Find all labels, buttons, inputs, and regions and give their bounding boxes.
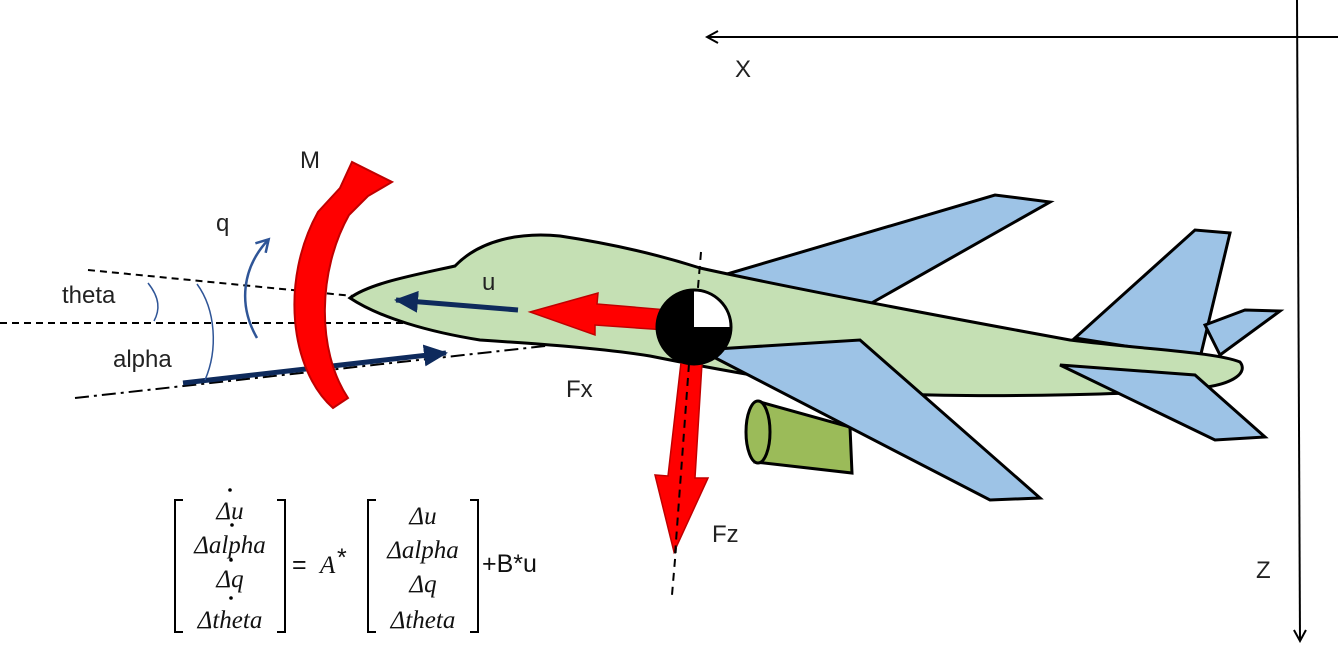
fz-dashed-overlay	[674, 349, 691, 556]
lhs-row-3: Δq	[215, 566, 243, 593]
pitch-rate-label: q	[216, 210, 229, 237]
vertical-tail	[1071, 228, 1232, 360]
alpha-label: alpha	[113, 346, 172, 373]
fuselage	[347, 233, 1244, 398]
pitch-rate-arrow	[244, 240, 268, 339]
x-axis-label: X	[735, 56, 751, 83]
rhs-row-4: Δtheta	[390, 607, 456, 634]
engine-nacelle	[744, 399, 854, 475]
lhs-right-bracket	[277, 499, 286, 633]
state-space-equation: Δu Δalpha Δq Δtheta = A * Δu Δalpha Δq Δ…	[174, 488, 537, 634]
far-stabilizer	[1202, 308, 1285, 358]
fz-force-arrow	[654, 344, 710, 555]
theta-angle-arc	[147, 282, 159, 322]
alpha-angle-arc	[196, 283, 214, 381]
control-term: +B*u	[482, 550, 537, 578]
multiply-star: *	[337, 544, 347, 572]
lhs-row-1: Δu	[215, 498, 243, 525]
rhs-right-bracket	[470, 499, 479, 633]
body-axis-line	[87, 269, 701, 331]
rhs-left-bracket	[367, 499, 376, 633]
z-axis-label: Z	[1256, 557, 1271, 584]
matrix-a: A	[318, 552, 336, 579]
rhs-row-1: Δu	[408, 503, 436, 530]
near-stabilizer	[1059, 363, 1269, 442]
z-axis-line	[1297, 0, 1300, 640]
rhs-row-3: Δq	[408, 571, 436, 598]
dot-marker	[228, 488, 232, 492]
velocity-u-label: u	[482, 269, 495, 296]
fx-label: Fx	[566, 376, 593, 403]
near-wing	[694, 338, 1044, 502]
theta-label: theta	[62, 282, 116, 309]
moment-arrow	[293, 160, 395, 410]
center-of-gravity-icon	[655, 288, 733, 366]
lhs-left-bracket	[174, 499, 183, 633]
moment-label: M	[300, 147, 320, 174]
dot-marker	[230, 523, 234, 527]
lhs-row-2: Δalpha	[193, 532, 266, 559]
rhs-row-2: Δalpha	[386, 537, 459, 564]
fz-label: Fz	[712, 521, 739, 548]
lhs-row-4: Δtheta	[197, 607, 263, 634]
u-velocity-arrow	[394, 290, 519, 313]
dot-marker	[229, 596, 233, 600]
dot-marker	[229, 558, 233, 562]
equals-sign: =	[292, 551, 307, 579]
